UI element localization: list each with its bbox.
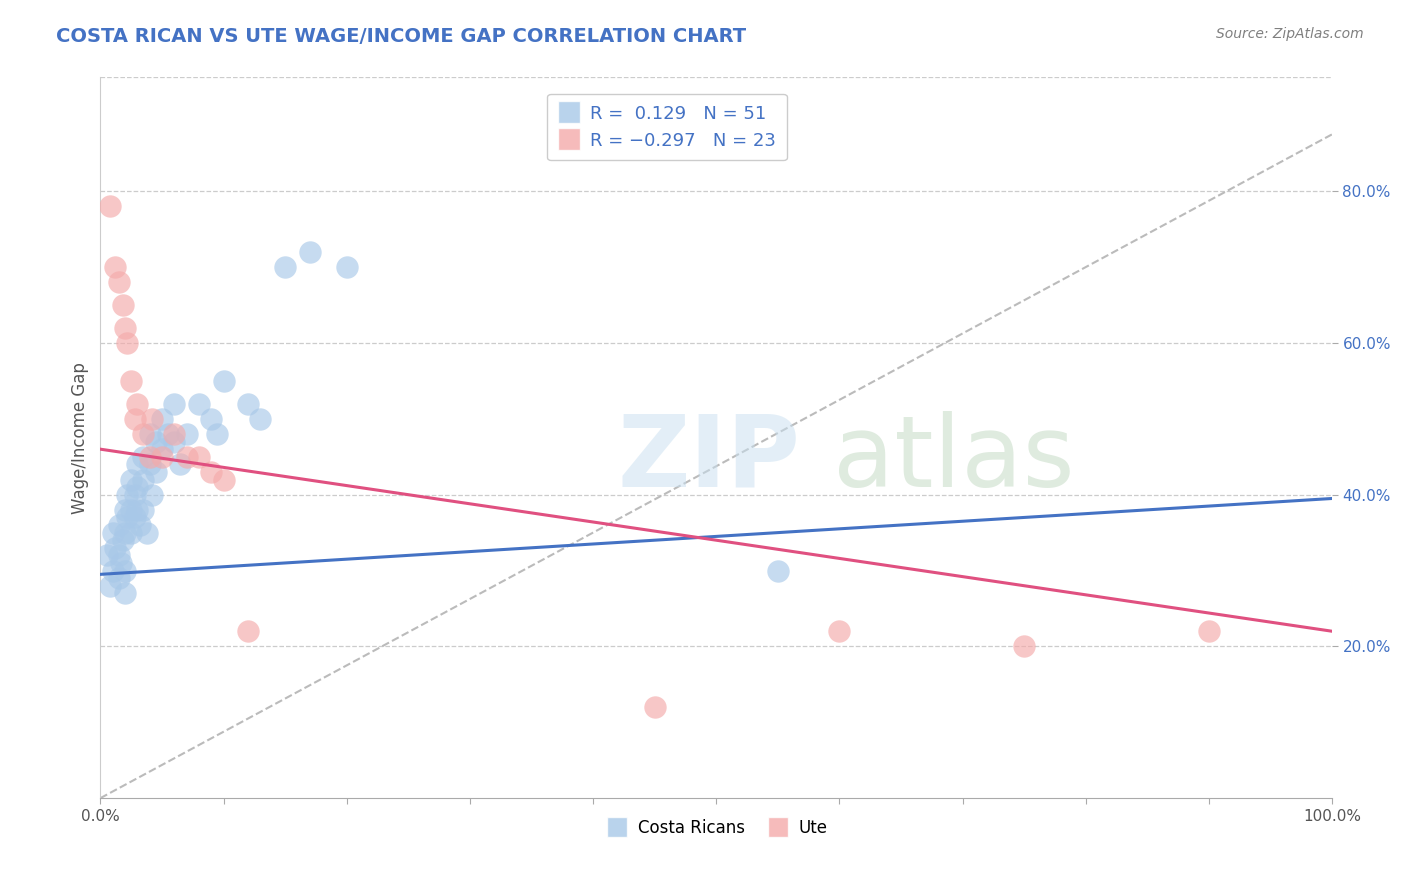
Point bbox=[117, 510, 139, 524]
Point bbox=[114, 586, 136, 600]
Point bbox=[120, 374, 142, 388]
Point bbox=[236, 624, 259, 639]
Point bbox=[1198, 624, 1220, 639]
Point bbox=[200, 412, 222, 426]
Point bbox=[298, 244, 321, 259]
Point bbox=[124, 488, 146, 502]
Point bbox=[111, 298, 134, 312]
Point bbox=[187, 450, 209, 464]
Point bbox=[108, 518, 131, 533]
Point bbox=[127, 503, 149, 517]
Point bbox=[120, 473, 142, 487]
Point bbox=[169, 458, 191, 472]
Point bbox=[249, 412, 271, 426]
Point bbox=[104, 260, 127, 274]
Point bbox=[176, 450, 198, 464]
Point bbox=[98, 579, 121, 593]
Point bbox=[132, 473, 155, 487]
Point bbox=[274, 260, 297, 274]
Point bbox=[176, 427, 198, 442]
Point bbox=[138, 427, 160, 442]
Text: Source: ZipAtlas.com: Source: ZipAtlas.com bbox=[1216, 27, 1364, 41]
Point bbox=[207, 427, 229, 442]
Point bbox=[117, 335, 139, 350]
Point bbox=[163, 427, 186, 442]
Point bbox=[163, 434, 186, 449]
Point bbox=[138, 458, 160, 472]
Point bbox=[236, 397, 259, 411]
Point bbox=[104, 541, 127, 555]
Point bbox=[644, 700, 666, 714]
Point bbox=[766, 564, 789, 578]
Point bbox=[132, 450, 155, 464]
Point bbox=[132, 503, 155, 517]
Point bbox=[187, 397, 209, 411]
Point bbox=[132, 427, 155, 442]
Point bbox=[114, 525, 136, 540]
Point bbox=[101, 525, 124, 540]
Y-axis label: Wage/Income Gap: Wage/Income Gap bbox=[72, 362, 89, 514]
Point bbox=[145, 434, 167, 449]
Point bbox=[111, 533, 134, 548]
Point bbox=[336, 260, 359, 274]
Point bbox=[828, 624, 851, 639]
Point bbox=[150, 442, 173, 457]
Point bbox=[114, 564, 136, 578]
Point bbox=[108, 571, 131, 585]
Point bbox=[157, 427, 180, 442]
Point bbox=[110, 556, 132, 570]
Point bbox=[150, 450, 173, 464]
Point bbox=[124, 412, 146, 426]
Point bbox=[163, 397, 186, 411]
Point bbox=[127, 397, 149, 411]
Point bbox=[120, 503, 142, 517]
Point bbox=[127, 458, 149, 472]
Point bbox=[127, 480, 149, 494]
Point bbox=[114, 503, 136, 517]
Point bbox=[108, 549, 131, 563]
Point bbox=[120, 525, 142, 540]
Point bbox=[150, 412, 173, 426]
Point bbox=[141, 488, 163, 502]
Point bbox=[96, 549, 118, 563]
Point bbox=[200, 465, 222, 479]
Point bbox=[212, 374, 235, 388]
Point bbox=[136, 525, 159, 540]
Point bbox=[1012, 640, 1035, 654]
Point bbox=[108, 275, 131, 289]
Point bbox=[145, 465, 167, 479]
Point bbox=[98, 199, 121, 213]
Point bbox=[124, 510, 146, 524]
Point bbox=[117, 488, 139, 502]
Text: atlas: atlas bbox=[834, 411, 1074, 508]
Point bbox=[128, 518, 150, 533]
Point bbox=[212, 473, 235, 487]
Text: COSTA RICAN VS UTE WAGE/INCOME GAP CORRELATION CHART: COSTA RICAN VS UTE WAGE/INCOME GAP CORRE… bbox=[56, 27, 747, 45]
Legend: Costa Ricans, Ute: Costa Ricans, Ute bbox=[598, 813, 834, 844]
Point bbox=[114, 320, 136, 334]
Text: ZIP: ZIP bbox=[617, 411, 800, 508]
Point bbox=[101, 564, 124, 578]
Point bbox=[141, 412, 163, 426]
Point bbox=[138, 450, 160, 464]
